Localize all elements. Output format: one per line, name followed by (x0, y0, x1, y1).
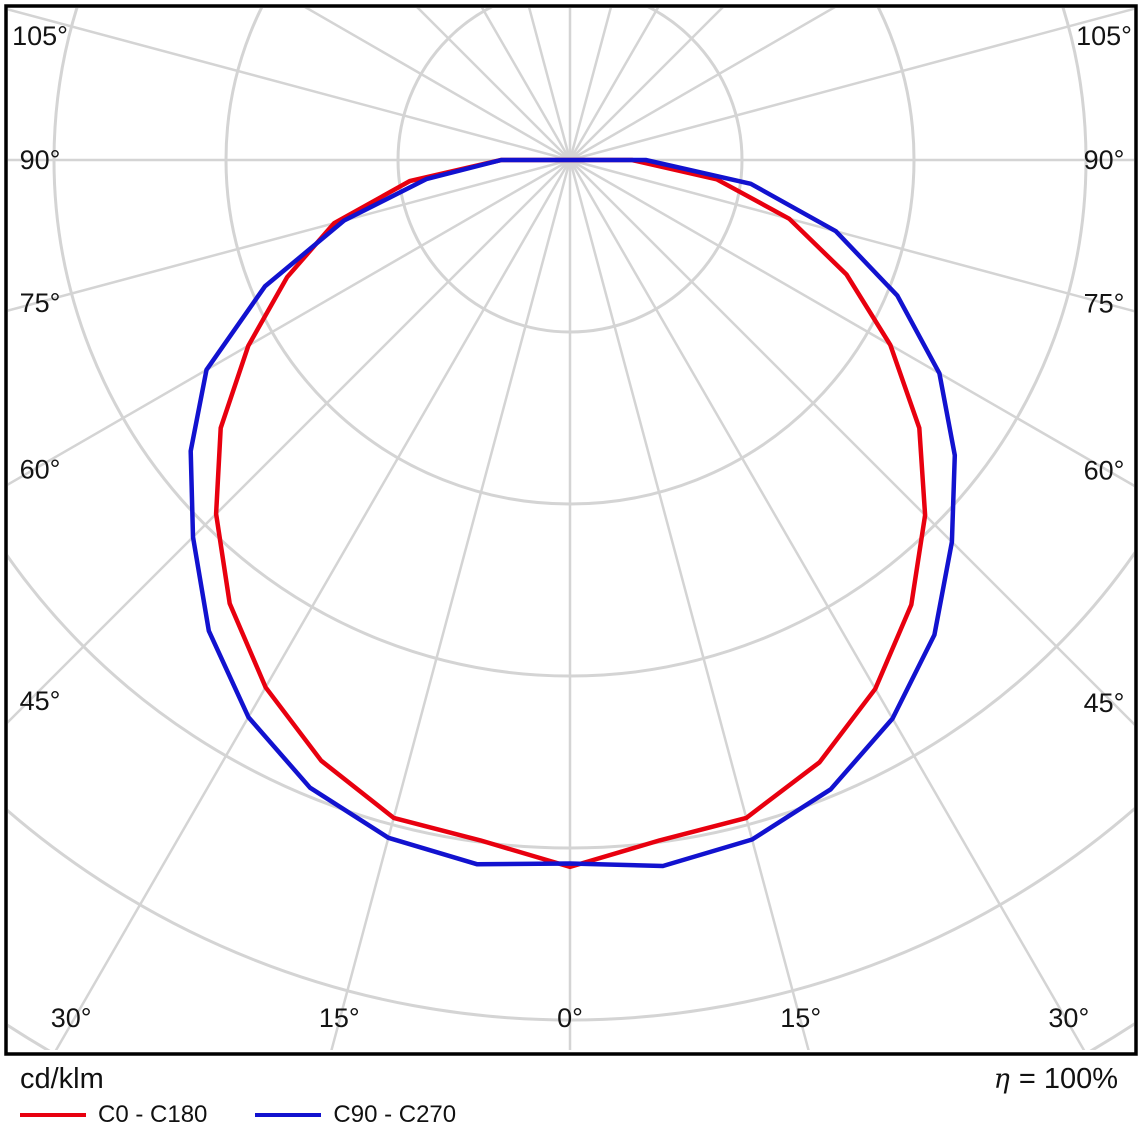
grid-ring (8, 807, 1134, 1022)
grid-spoke (527, 8, 572, 161)
grid-spoke (568, 159, 1086, 1050)
polar-grid (8, 8, 1134, 1050)
angle-label: 75° (20, 288, 61, 318)
angle-label: 0° (557, 1003, 583, 1033)
grid-spoke (8, 158, 571, 486)
efficiency-value: = 100% (1018, 1063, 1118, 1095)
angle-label: 105° (12, 21, 68, 51)
curve-c0-c180 (213, 157, 928, 870)
grid-spoke (569, 159, 1134, 726)
angle-label: 15° (780, 1003, 821, 1033)
grid-spoke (569, 158, 1134, 313)
angle-label: 90° (1084, 145, 1125, 175)
angle-label: 45° (20, 686, 61, 716)
chart-footer: cd/klm η = 100% C0 - C180 C90 - C270 (0, 1058, 1142, 1129)
angle-labels: 0° 15° 15° 30° 30° 45° 45° 60° 60° 75° 75° 90° 90° 10… (12, 21, 1132, 1033)
polar-intensity-chart: 0° 15° 15° 30° 30° 45° 45° 60° 60° 75° 75° 90° 90° 10… (4, 4, 1138, 1056)
curve-c90-c270 (188, 157, 958, 869)
grid-spoke (330, 159, 572, 1050)
legend-swatch-c90-c270 (255, 1112, 322, 1117)
grid-spoke (569, 8, 1134, 162)
footer-top-row: cd/klm η = 100% (0, 1058, 1142, 1096)
grid-spoke (569, 158, 1134, 488)
eta-symbol: η (993, 1064, 1010, 1095)
chart-border (4, 4, 1138, 1056)
legend-label-c90-c270: C90 - C270 (333, 1100, 457, 1128)
grid-spoke (568, 159, 810, 1050)
legend: C0 - C180 C90 - C270 (0, 1096, 1142, 1129)
angle-label: 45° (1084, 688, 1125, 718)
grid-spoke (8, 8, 571, 162)
angle-label: 60° (20, 454, 61, 484)
units-label: cd/klm (20, 1063, 104, 1095)
grid-spoke (8, 158, 571, 312)
grid-spoke (569, 8, 836, 162)
grid-spoke (54, 159, 572, 1050)
angle-label: 60° (1084, 456, 1125, 486)
grid-spoke (8, 159, 571, 724)
grid-ring (52, 8, 1088, 678)
legend-swatch-c0-c180 (20, 1112, 86, 1117)
intensity-curves (188, 157, 958, 870)
angle-label: 15° (319, 1003, 360, 1033)
legend-item-c0-c180: C0 - C180 (20, 1101, 207, 1129)
grid-ring (8, 551, 1134, 850)
grid-ring (396, 8, 744, 334)
angle-label: 30° (51, 1003, 92, 1033)
grid-spoke (304, 8, 571, 162)
angle-label: 30° (1048, 1003, 1089, 1033)
grid-ring (224, 8, 916, 506)
angle-label: 105° (1076, 21, 1132, 51)
legend-label-c0-c180: C0 - C180 (98, 1100, 208, 1128)
grid-spoke (568, 8, 613, 161)
legend-item-c90-c270: C90 - C270 (255, 1101, 456, 1129)
efficiency-label: η = 100% (993, 1063, 1118, 1096)
angle-label: 90° (20, 145, 61, 175)
angle-label: 75° (1084, 288, 1125, 318)
